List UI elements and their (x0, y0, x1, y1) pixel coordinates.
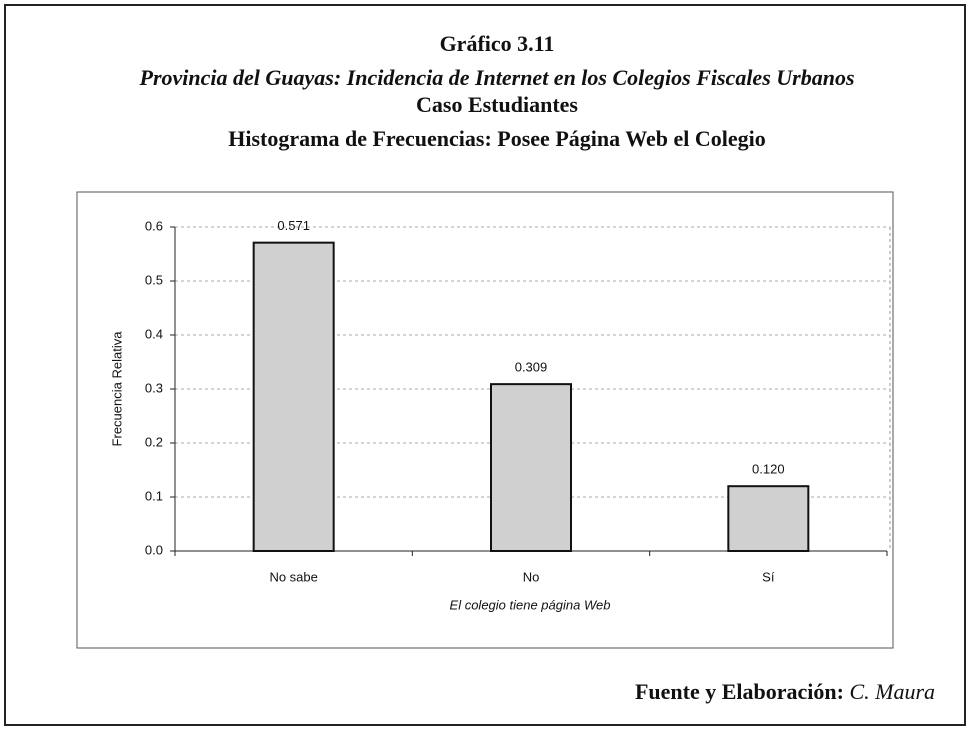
x-tick-label: Sí (762, 569, 775, 584)
data-label: 0.120 (752, 462, 785, 477)
data-label: 0.309 (515, 360, 548, 375)
x-tick-label: No (523, 569, 540, 584)
x-axis-label: El colegio tiene página Web (450, 597, 611, 612)
y-tick-label: 0.2 (145, 434, 163, 449)
source: Fuente y Elaboración: C. Maura (635, 679, 935, 704)
chart-subtitle: Caso Estudiantes (416, 92, 578, 117)
y-tick-label: 0.0 (145, 542, 163, 557)
bar (490, 383, 572, 553)
y-tick-label: 0.5 (145, 272, 163, 287)
chart-subtitle: Histograma de Frecuencias: Posee Página … (228, 126, 766, 151)
bar (252, 241, 335, 552)
source-label: Fuente y Elaboración: (635, 679, 844, 704)
y-tick-label: 0.1 (145, 488, 163, 503)
chart-title: Gráfico 3.11 (440, 31, 555, 56)
page-border (4, 4, 966, 726)
y-axis-label: Frecuencia Relativa (109, 331, 124, 447)
chart-subtitle: Provincia del Guayas: Incidencia de Inte… (139, 65, 855, 90)
x-tick-label: No sabe (269, 569, 317, 584)
bar (727, 485, 810, 553)
y-tick-label: 0.3 (145, 380, 163, 395)
source-name: C. Maura (849, 679, 935, 704)
y-tick-label: 0.6 (145, 218, 163, 233)
chart-frame (76, 191, 894, 649)
y-tick-label: 0.4 (145, 326, 163, 341)
data-label: 0.571 (277, 218, 310, 233)
